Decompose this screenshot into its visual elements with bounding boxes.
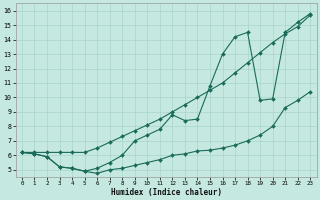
X-axis label: Humidex (Indice chaleur): Humidex (Indice chaleur) (111, 188, 221, 197)
